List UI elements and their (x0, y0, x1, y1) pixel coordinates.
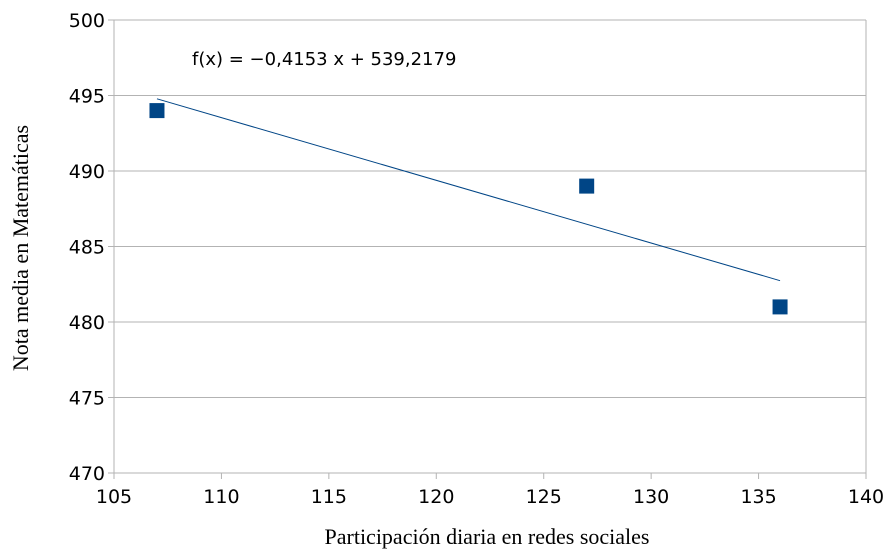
axes (113, 20, 867, 474)
trendline-equation: f(x) = −0,4153 x + 539,2179 (192, 49, 456, 70)
trendline-group (156, 98, 781, 282)
x-tick-label: 130 (633, 486, 669, 508)
y-axis-title: Nota media en Matemáticas (8, 125, 33, 371)
y-tick-label: 480 (69, 312, 105, 334)
y-tick-label: 485 (69, 237, 105, 259)
x-tick-label: 125 (526, 486, 562, 508)
gridlines (108, 19, 867, 479)
data-point (579, 178, 595, 194)
y-tick-label: 500 (69, 10, 105, 32)
x-tick-label: 115 (311, 486, 347, 508)
trendline (156, 98, 781, 282)
x-axis-title: Participación diaria en redes sociales (325, 524, 650, 549)
y-tick-label: 495 (69, 86, 105, 108)
x-tick-label: 135 (740, 486, 776, 508)
data-point (772, 299, 788, 315)
y-tick-label: 475 (69, 388, 105, 410)
data-point (149, 103, 165, 119)
x-tick-label: 110 (203, 486, 239, 508)
data-points (149, 103, 788, 315)
x-tick-label: 105 (96, 486, 132, 508)
x-tick-label: 140 (848, 486, 884, 508)
y-tick-label: 470 (69, 463, 105, 485)
x-tick-label: 120 (418, 486, 454, 508)
tick-labels: 470 475 480 485 490 495 500 105 110 115 120 125 130 1… (69, 10, 884, 508)
y-tick-label: 490 (69, 161, 105, 183)
